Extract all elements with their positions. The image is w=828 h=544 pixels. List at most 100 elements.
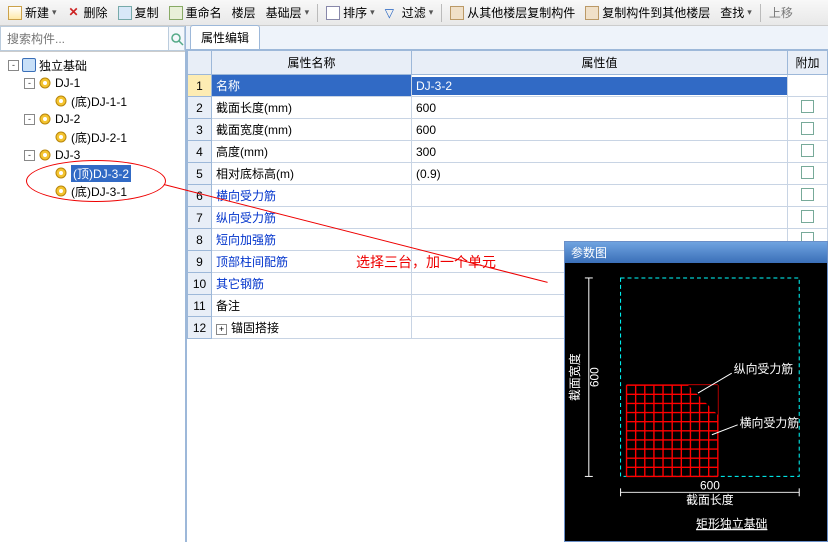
row-number: 10 (188, 273, 212, 295)
svg-text:矩形独立基础: 矩形独立基础 (696, 517, 767, 531)
tb-move-up[interactable]: 上移 (765, 2, 797, 23)
tree-item[interactable]: (底)DJ-3-1 (2, 182, 183, 200)
prop-name: 高度(mm) (212, 141, 412, 163)
tree-item-label: DJ-3 (55, 148, 80, 162)
copy-from-icon (450, 6, 464, 20)
left-panel: - 独立基础 -DJ-1(底)DJ-1-1 - DJ-2 (底)DJ-2-1 - DJ-3… (0, 26, 186, 542)
svg-text:600: 600 (700, 478, 720, 492)
tb-new[interactable]: 新建▾ (4, 2, 61, 23)
row-number: 2 (188, 97, 212, 119)
svg-text:600: 600 (588, 367, 602, 387)
toolbar: 新建▾ ✕删除 复制 重命名 楼层 基础层▾ 排序▾ ▽过滤▾ 从其他楼层复制构… (0, 0, 828, 26)
diagram-panel: 参数图 截面宽度600600截面长度纵向受力筋横向受力筋矩形独立基础 (564, 241, 828, 542)
prop-name: 顶部柱间配筋 (212, 251, 412, 273)
search-input[interactable] (0, 26, 169, 51)
copy-icon (118, 6, 132, 20)
expander-icon[interactable]: - (24, 150, 35, 161)
grid-row[interactable]: 3截面宽度(mm)600 (188, 119, 828, 141)
checkbox-icon[interactable] (801, 188, 814, 201)
tree-item-label: (顶)DJ-3-2 (71, 165, 131, 182)
prop-name: 其它钢筋 (212, 273, 412, 295)
tabs: 属性编辑 (186, 26, 828, 50)
tree-item[interactable]: - DJ-2 (2, 110, 183, 128)
grid-row[interactable]: 5相对底标高(m)(0.9) (188, 163, 828, 185)
checkbox-icon[interactable] (801, 100, 814, 113)
tb-copy-to-floor[interactable]: 复制构件到其他楼层 (581, 2, 714, 23)
prop-extra[interactable] (788, 75, 828, 97)
tree-item[interactable]: -DJ-1 (2, 74, 183, 92)
root-icon (22, 58, 36, 72)
gear-icon (54, 94, 68, 108)
prop-extra[interactable] (788, 185, 828, 207)
tree-item-label: (底)DJ-3-1 (71, 183, 127, 200)
grid-row[interactable]: 6横向受力筋 (188, 185, 828, 207)
tb-copy[interactable]: 复制 (114, 2, 163, 23)
tree-item-label: (底)DJ-2-1 (71, 129, 127, 146)
prop-name: 横向受力筋 (212, 185, 412, 207)
tab-prop-edit[interactable]: 属性编辑 (190, 25, 260, 49)
tree-item[interactable]: - DJ-3 (2, 146, 183, 164)
prop-name: 纵向受力筋 (212, 207, 412, 229)
expander-icon[interactable]: - (8, 60, 19, 71)
prop-value[interactable]: 600 (412, 119, 788, 141)
tree-item-label: (底)DJ-1-1 (71, 93, 127, 110)
diagram-body: 截面宽度600600截面长度纵向受力筋横向受力筋矩形独立基础 (565, 263, 827, 541)
prop-name: +锚固搭接 (212, 317, 412, 339)
prop-value[interactable]: (0.9) (412, 163, 788, 185)
grid-row[interactable]: 7纵向受力筋 (188, 207, 828, 229)
tree-root[interactable]: - 独立基础 (2, 56, 183, 74)
tree-item[interactable]: (底)DJ-2-1 (2, 128, 183, 146)
row-number: 3 (188, 119, 212, 141)
tb-find[interactable]: 查找▾ (716, 2, 756, 23)
prop-extra[interactable] (788, 97, 828, 119)
prop-extra[interactable] (788, 163, 828, 185)
prop-name: 截面宽度(mm) (212, 119, 412, 141)
prop-value[interactable] (412, 185, 788, 207)
row-number: 11 (188, 295, 212, 317)
rename-icon (169, 6, 183, 20)
row-number: 8 (188, 229, 212, 251)
tree-item-label: DJ-2 (55, 112, 80, 126)
copy-to-icon (585, 6, 599, 20)
expander-icon[interactable]: - (24, 114, 35, 125)
component-tree: - 独立基础 -DJ-1(底)DJ-1-1 - DJ-2 (底)DJ-2-1 - DJ-3… (0, 52, 185, 542)
prop-name: 相对底标高(m) (212, 163, 412, 185)
svg-text:截面宽度: 截面宽度 (568, 353, 582, 401)
prop-value[interactable]: 600 (412, 97, 788, 119)
grid-header-value: 属性值 (412, 51, 788, 75)
gear-icon (54, 130, 68, 144)
tb-delete[interactable]: ✕删除 (63, 2, 112, 23)
checkbox-icon[interactable] (801, 144, 814, 157)
gear-icon (54, 166, 68, 180)
grid-row[interactable]: 2截面长度(mm)600 (188, 97, 828, 119)
tb-copy-from-floor[interactable]: 从其他楼层复制构件 (446, 2, 579, 23)
tb-filter[interactable]: ▽过滤▾ (381, 2, 438, 23)
prop-name: 备注 (212, 295, 412, 317)
right-panel: 属性编辑 属性名称 属性值 附加 1名称DJ-3-22截面长度(mm)6003截… (186, 26, 828, 542)
prop-extra[interactable] (788, 119, 828, 141)
tb-basefloor[interactable]: 基础层▾ (262, 2, 314, 23)
grid-header-name: 属性名称 (212, 51, 412, 75)
search-button[interactable] (169, 26, 185, 51)
grid-row[interactable]: 4高度(mm)300 (188, 141, 828, 163)
tb-rename[interactable]: 重命名 (165, 2, 226, 23)
prop-name: 名称 (212, 75, 412, 97)
expander-icon[interactable]: - (24, 78, 35, 89)
row-number: 6 (188, 185, 212, 207)
tb-sort[interactable]: 排序▾ (322, 2, 379, 23)
prop-extra[interactable] (788, 207, 828, 229)
prop-value[interactable]: DJ-3-2 (412, 75, 788, 97)
prop-value[interactable] (412, 207, 788, 229)
tree-item[interactable]: (顶)DJ-3-2 (2, 164, 183, 182)
prop-extra[interactable] (788, 141, 828, 163)
new-icon (8, 6, 22, 20)
checkbox-icon[interactable] (801, 122, 814, 135)
checkbox-icon[interactable] (801, 210, 814, 223)
tree-item[interactable]: (底)DJ-1-1 (2, 92, 183, 110)
sort-icon (326, 6, 340, 20)
row-number: 4 (188, 141, 212, 163)
grid-row[interactable]: 1名称DJ-3-2 (188, 75, 828, 97)
checkbox-icon[interactable] (801, 166, 814, 179)
prop-value[interactable]: 300 (412, 141, 788, 163)
row-number: 9 (188, 251, 212, 273)
